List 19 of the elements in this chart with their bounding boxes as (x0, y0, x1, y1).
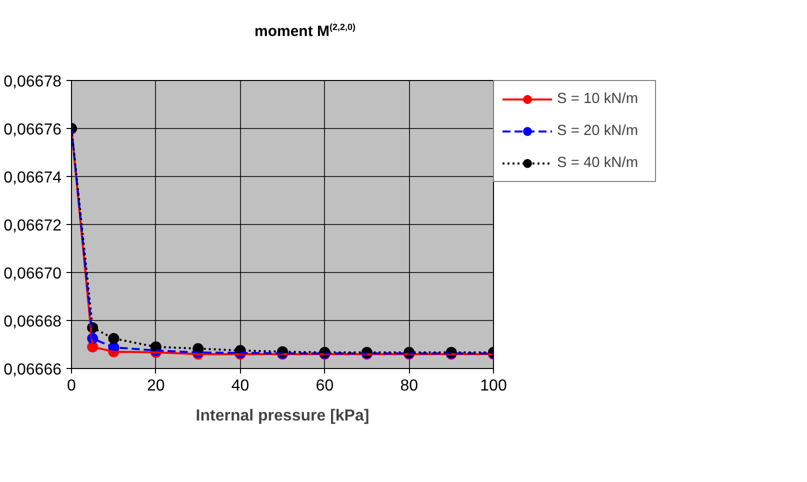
y-tick-label: 0,06676 (4, 122, 62, 138)
x-tick-label: 80 (400, 378, 418, 394)
x-tick-label: 20 (147, 378, 165, 394)
y-tick-label: 0,06674 (4, 170, 62, 186)
x-tick-label: 0 (67, 378, 76, 394)
y-tick-label: 0,06678 (4, 74, 62, 90)
chart-title: moment M$^{(2,2,0)}$ (254, 21, 356, 42)
y-tick-label: 0,06666 (4, 362, 62, 378)
legend-label: S = 40 kN/m (557, 155, 640, 171)
x-tick-label: 100 (480, 378, 507, 394)
point (108, 333, 120, 344)
legend-label: S = 10 kN/m (557, 91, 640, 107)
y-tick-label: 0,06670 (4, 266, 62, 282)
x-tick-label: 40 (231, 378, 250, 394)
legend-label: S = 20 kN/m (557, 123, 640, 139)
y-tick-label: 0,06672 (4, 218, 62, 234)
x-tick-label: 60 (316, 378, 334, 394)
y-tick-label: 0,06668 (4, 314, 62, 330)
x-axis-title: Internal pressure [kPa] (196, 408, 370, 424)
